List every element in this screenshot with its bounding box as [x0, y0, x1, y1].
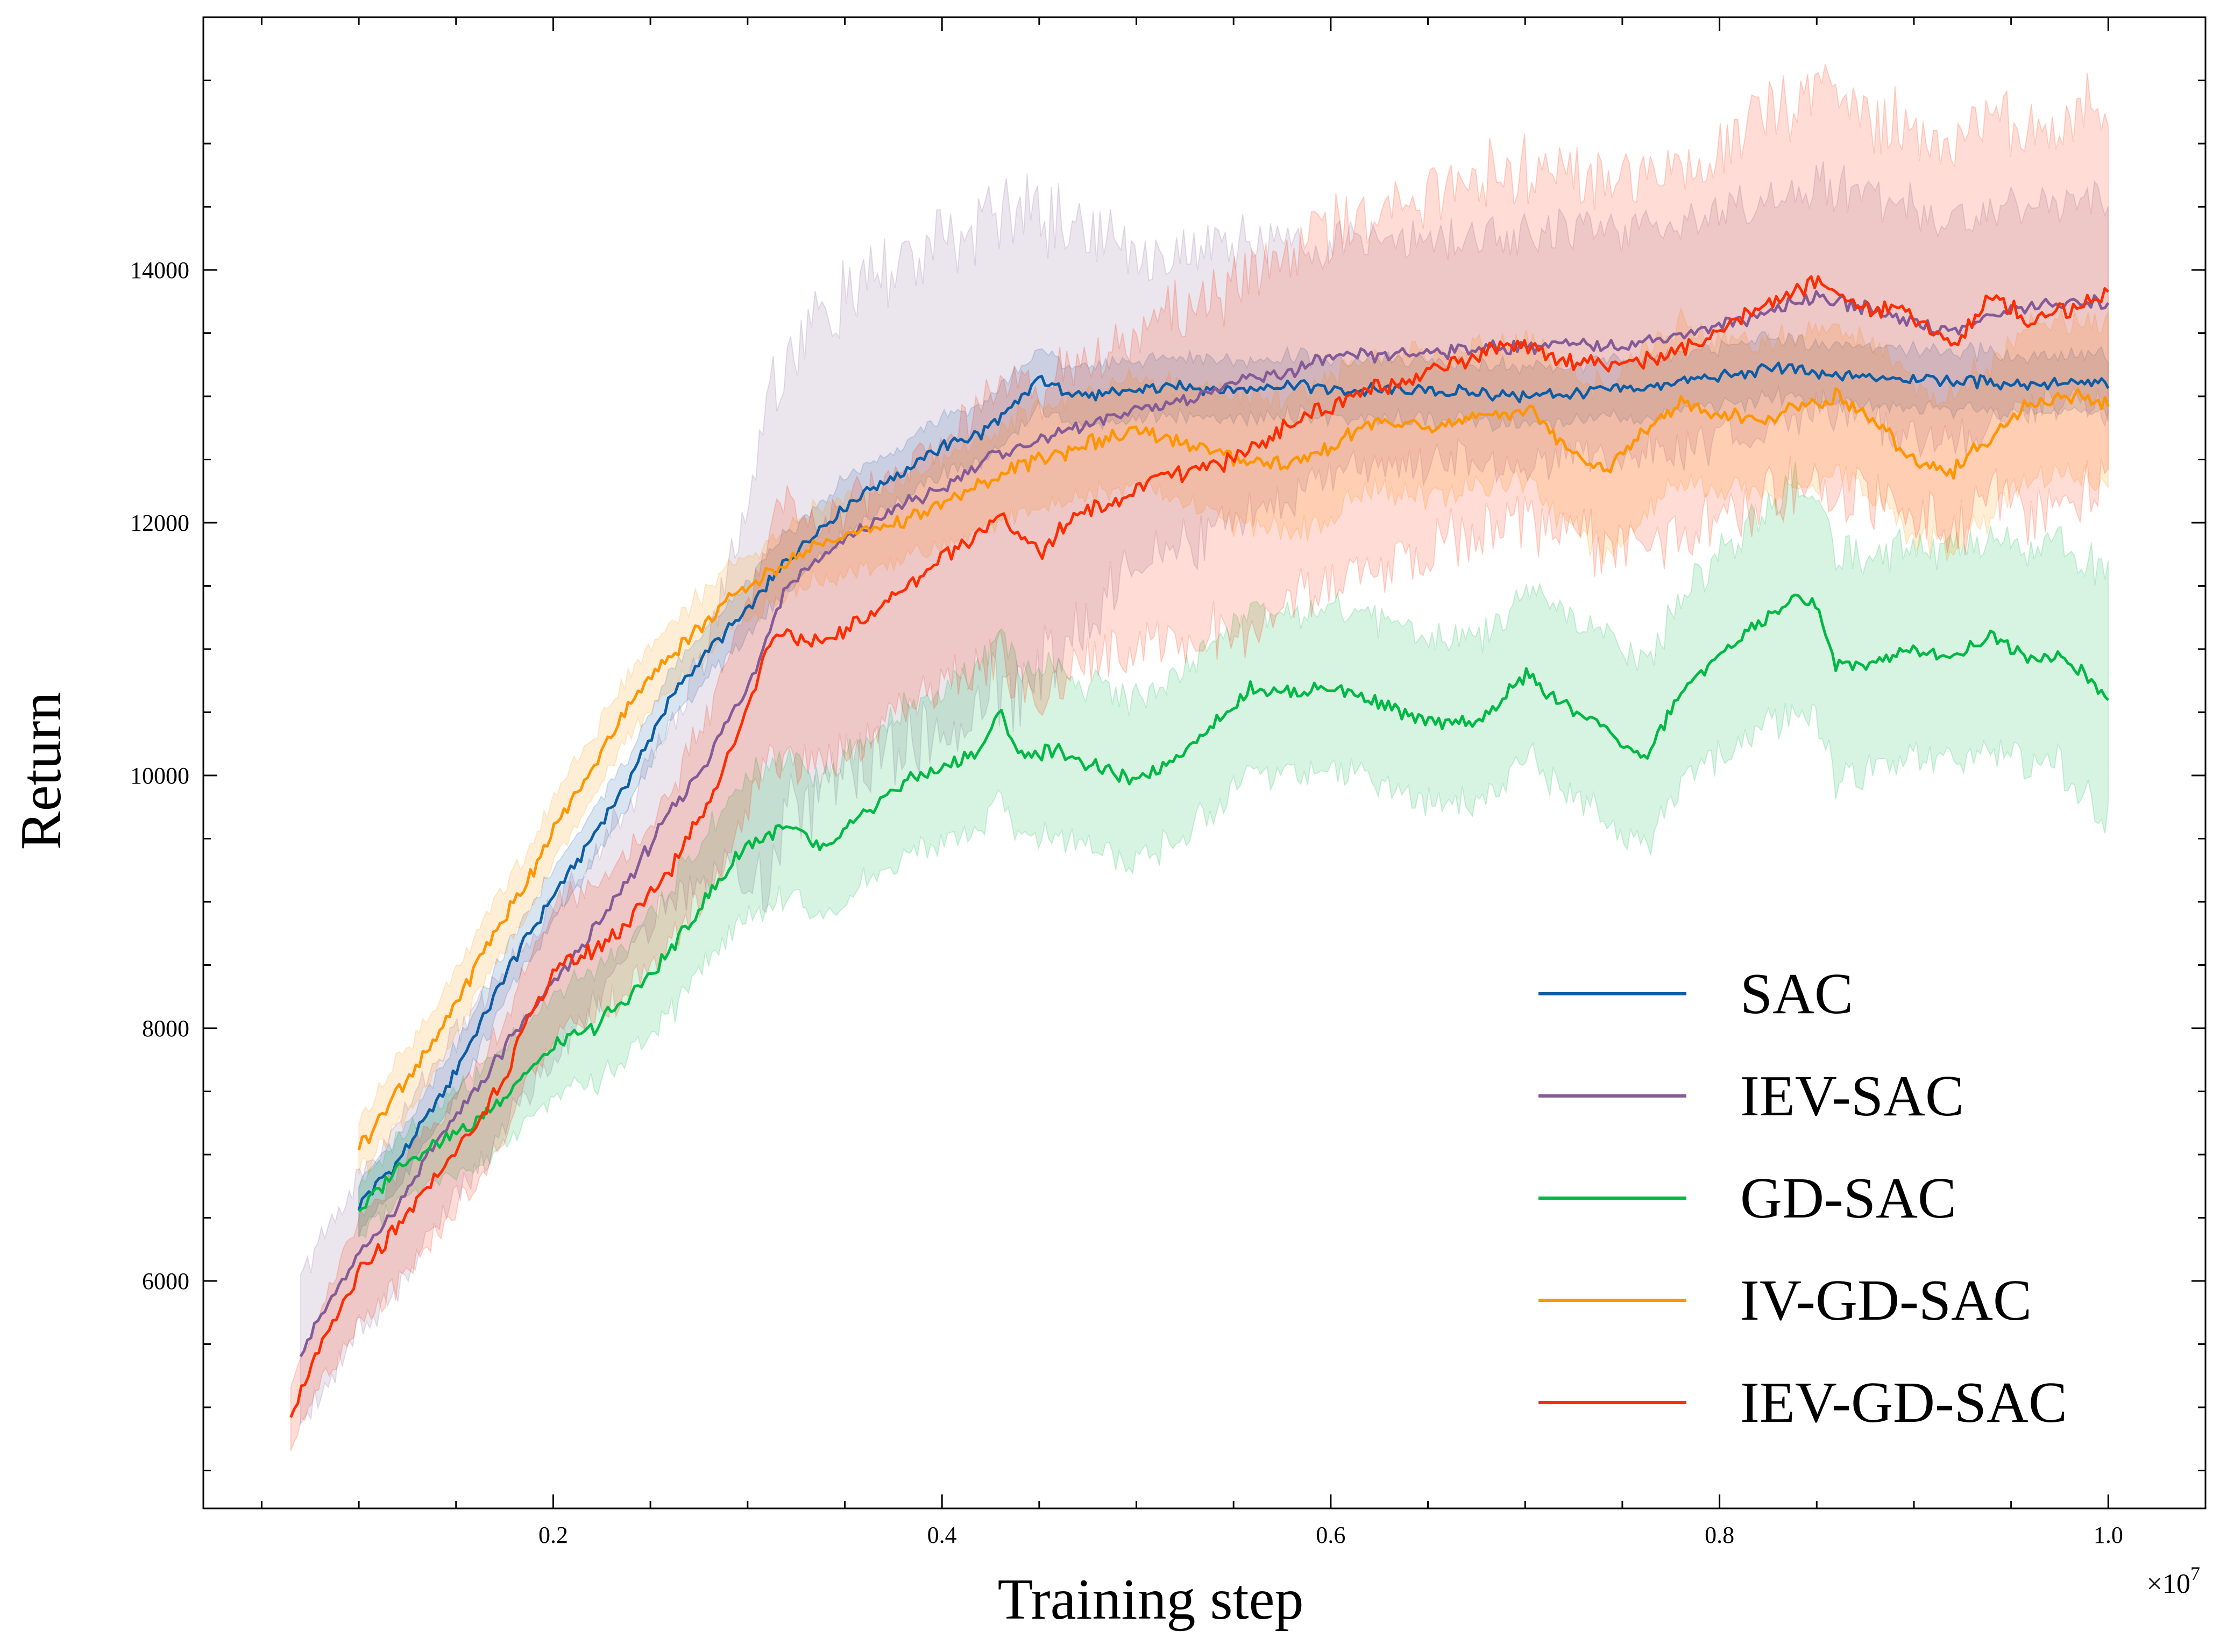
series-lines: [289, 275, 2110, 1418]
y-tick-label: 14000: [130, 257, 189, 283]
x-axis-label: Training step: [997, 1568, 1303, 1632]
y-tick-label: 6000: [142, 1268, 189, 1294]
band-gd-sac: [358, 461, 2109, 1238]
x-tick-label: 0.2: [538, 1522, 568, 1548]
legend-label-sac: SAC: [1740, 962, 1853, 1026]
legend-label-iev-sac: IEV-SAC: [1740, 1064, 1964, 1128]
line-iv-gd-sac: [357, 387, 2110, 1151]
y-axis-label: Return: [9, 692, 73, 850]
legend-label-gd-sac: GD-SAC: [1740, 1166, 1956, 1230]
legend-label-iev-gd-sac: IEV-GD-SAC: [1740, 1371, 2067, 1435]
x-tick-label: 0.6: [1316, 1522, 1345, 1548]
band-iv-gd-sac: [358, 307, 2109, 1175]
x-tick-label: 1.0: [2094, 1522, 2123, 1548]
line-iev-sac: [299, 290, 2110, 1357]
legend: SAC IEV-SAC GD-SAC IV-GD-SAC IEV-GD-SAC: [1538, 962, 2067, 1435]
line-iev-gd-sac: [289, 275, 2110, 1418]
y-tick-label: 10000: [130, 763, 189, 789]
y-axis-ticks: 6000 8000 10000 12000 14000: [130, 80, 2205, 1471]
legend-label-iv-gd-sac: IV-GD-SAC: [1740, 1269, 2032, 1333]
band-iev-sac: [300, 161, 2109, 1426]
line-sac: [357, 361, 2110, 1211]
plot-frame: [202, 16, 2207, 1509]
x-tick-label: 0.8: [1705, 1522, 1734, 1548]
x-axis-ticks: 0.2 0.4 0.6 0.8 1.0: [260, 17, 2123, 1548]
y-tick-label: 8000: [142, 1015, 189, 1042]
x-offset-base: ×10: [2147, 1569, 2190, 1599]
x-tick-label: 0.4: [927, 1522, 957, 1548]
x-offset-exponent: 7: [2190, 1563, 2200, 1584]
line-gd-sac: [358, 593, 2110, 1213]
y-tick-label: 12000: [130, 510, 189, 536]
band-iev-gd-sac: [290, 64, 2109, 1451]
x-axis-offset-label: ×107: [2147, 1563, 2200, 1599]
